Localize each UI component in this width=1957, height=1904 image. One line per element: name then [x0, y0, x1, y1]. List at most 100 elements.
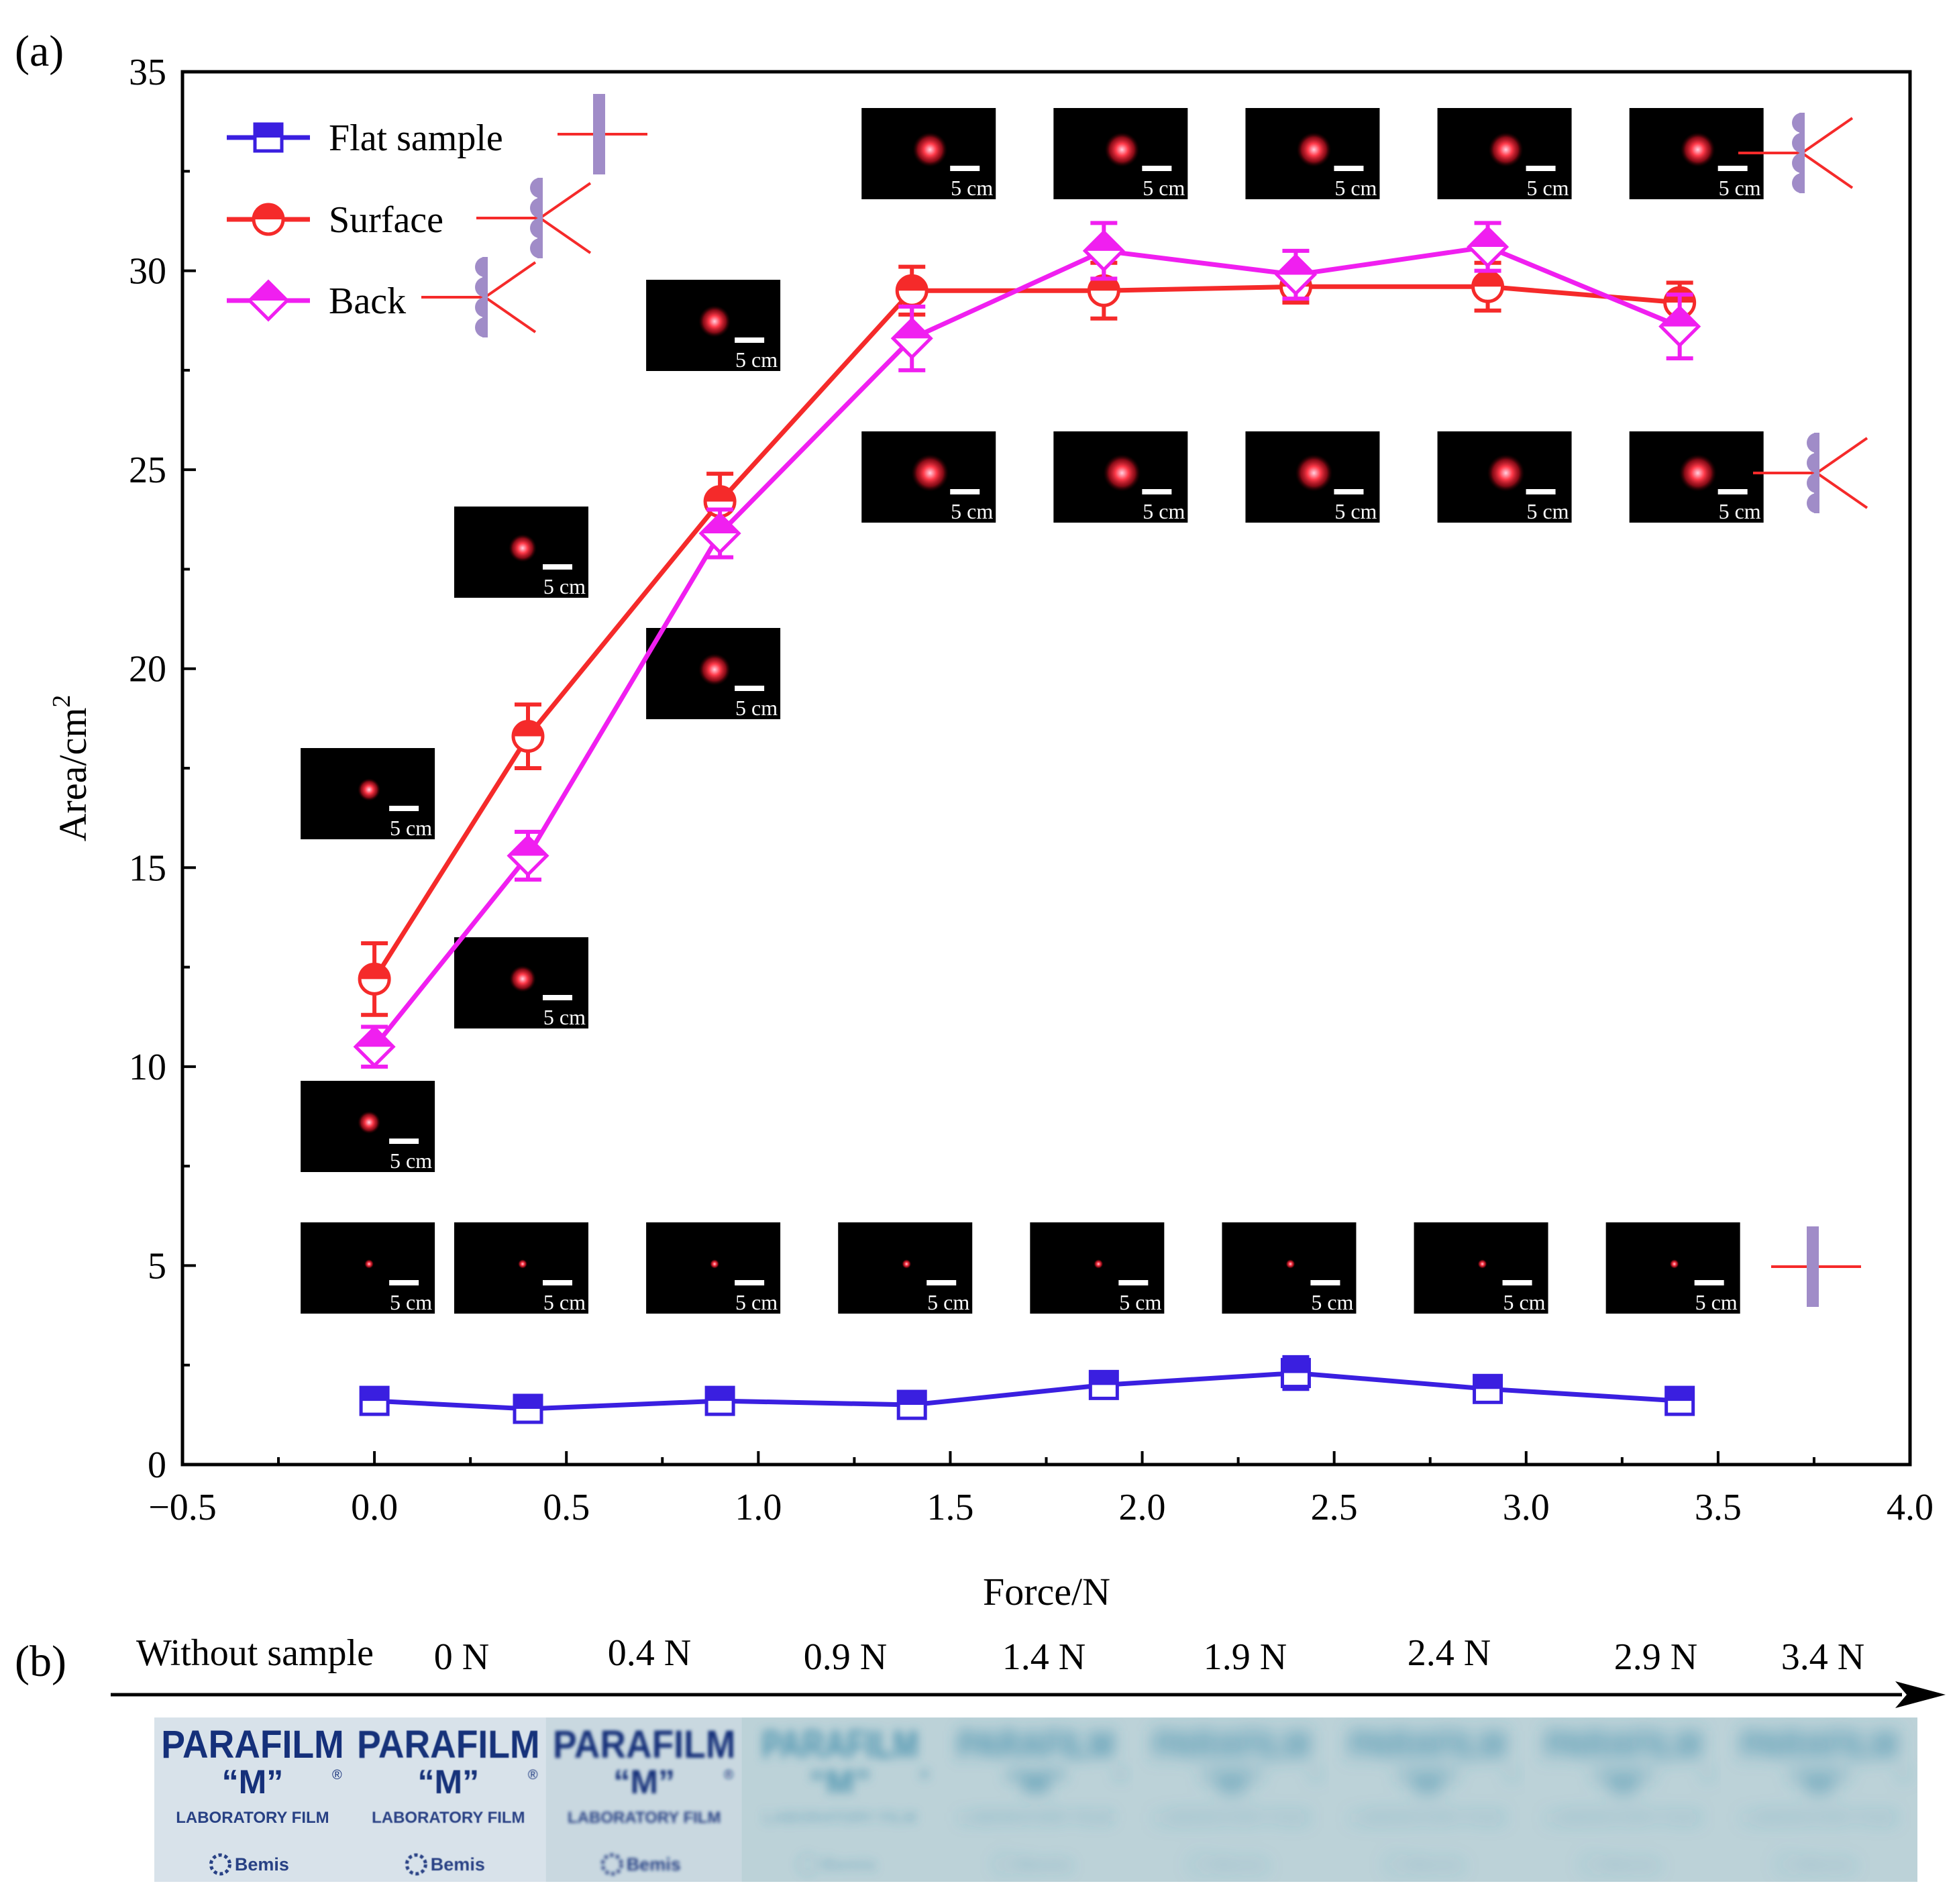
laser-spot	[1285, 1259, 1295, 1269]
spot-image-flat: 5 cm	[1414, 1222, 1548, 1314]
marker-fill	[701, 515, 739, 534]
data-point-flat	[359, 1385, 390, 1416]
legend-marker-surface	[252, 203, 285, 236]
laser-spot	[1295, 454, 1333, 492]
scale-label: 5 cm	[390, 816, 432, 840]
marker-fill	[509, 837, 547, 856]
force-label: 1.9 N	[1204, 1636, 1287, 1678]
scale-bar	[389, 1280, 419, 1285]
laser-spot	[364, 1259, 374, 1269]
scale-bar	[1118, 1280, 1149, 1285]
data-point-flat	[1280, 1358, 1311, 1389]
film-print: PARAFILM“M” ® LABORATORY FILM Bemis	[761, 1723, 930, 1876]
scale-bar	[1142, 166, 1172, 171]
bemis-logo-icon	[1384, 1853, 1407, 1876]
film-title: PARAFILM	[957, 1723, 1114, 1766]
film-background	[545, 1717, 743, 1882]
scale-bar	[1717, 166, 1748, 171]
data-point-surface	[1471, 270, 1505, 303]
spot-image-flat: 5 cm	[1030, 1222, 1165, 1314]
scale-bar	[543, 564, 572, 570]
film-print: PARAFILM“M” ® LABORATORY FILM Bemis	[1153, 1723, 1321, 1876]
data-point-back	[507, 834, 549, 878]
scale-bar	[1694, 1280, 1724, 1285]
force-label: 1.4 N	[1002, 1636, 1086, 1678]
scale-label: 5 cm	[1143, 499, 1185, 523]
scale-label: 5 cm	[1719, 176, 1761, 200]
laser-spot	[698, 305, 731, 337]
data-point-back	[1658, 305, 1701, 348]
film-background	[1133, 1717, 1330, 1882]
marker-fill	[1282, 1359, 1310, 1373]
data-point-flat	[513, 1393, 543, 1424]
marker-fill	[250, 282, 287, 301]
marker-fill	[255, 124, 282, 138]
bemis-logo-icon	[796, 1853, 819, 1876]
scale-bar	[735, 1280, 765, 1285]
film-brand: Bemis	[1018, 1854, 1072, 1874]
laser-spot	[912, 132, 948, 167]
film-brand: Bemis	[1410, 1854, 1464, 1874]
series-flat	[359, 1355, 1695, 1424]
panel-b-force-labels: Without sample 0 N 0.4 N 0.9 N 1.4 N 1.9 N 2.4…	[136, 1632, 1864, 1678]
film-subtitle: LABORATORY FILM	[176, 1809, 329, 1827]
spot-image-surface-top: 5 cm	[861, 108, 996, 200]
spot-image-back: 5 cm	[646, 628, 781, 720]
data-point-back	[1082, 229, 1125, 272]
sample-bump	[475, 297, 485, 317]
scale-bar	[389, 806, 419, 811]
y-tick-label: 20	[129, 649, 166, 690]
series-back	[353, 221, 1701, 1069]
scale-label: 5 cm	[1503, 1290, 1545, 1314]
film-photo: PARAFILM“M” ® LABORATORY FILM Bemis	[1721, 1717, 1917, 1882]
spot-image-flat: 5 cm	[838, 1222, 973, 1314]
scale-bar	[735, 337, 765, 343]
x-tick-label: 1.0	[735, 1487, 782, 1528]
scale-bar	[1142, 489, 1172, 494]
y-tick-label: 10	[129, 1047, 166, 1088]
spot-image-surface: 5 cm	[301, 748, 435, 840]
film-title: PARAFILM	[357, 1723, 539, 1766]
scale-bar	[950, 166, 980, 171]
film-photo: PARAFILM“M” ® LABORATORY FILM Bemis	[350, 1717, 547, 1882]
spot-image-flat: 5 cm	[1605, 1222, 1740, 1314]
sample-bar	[1807, 1226, 1819, 1307]
scale-label: 5 cm	[1526, 499, 1569, 523]
y-tick-label: 15	[129, 847, 166, 889]
film-brand: Bemis	[1214, 1854, 1268, 1874]
laser-spot	[358, 1111, 381, 1134]
scale-label: 5 cm	[1695, 1290, 1738, 1314]
film-reg: ®	[1899, 1768, 1909, 1783]
data-point-flat	[896, 1389, 927, 1420]
scale-label: 5 cm	[951, 176, 993, 200]
film-m: “M”	[809, 1763, 871, 1801]
scatter-ray	[1815, 437, 1868, 474]
force-label: 0.4 N	[608, 1632, 691, 1674]
laser-spot	[509, 965, 536, 992]
sample-bump	[1792, 133, 1802, 153]
spot-images: 5 cm 5 cm 5 cm 5 cm 5 cm 5 cm 5 cm 5 cm 5 cm 5 cm…	[301, 108, 1764, 1314]
patterned-sample-icon	[1738, 113, 1854, 193]
film-title: PARAFILM	[553, 1723, 735, 1766]
y-axis-label-sup: 2	[48, 695, 76, 708]
film-reg: ®	[920, 1768, 930, 1783]
scale-label: 5 cm	[735, 696, 778, 720]
force-arrow-head	[1895, 1681, 1946, 1708]
spot-image-surface: 5 cm	[646, 280, 781, 372]
sample-bar	[593, 94, 605, 174]
spot-image-back: 5 cm	[454, 937, 588, 1029]
film-brand: Bemis	[1801, 1854, 1856, 1874]
marker-fill	[897, 276, 927, 291]
marker-fill	[1469, 227, 1507, 247]
parafilm-photos: PARAFILM“M” ®LABORATORY FILMBemisPARAFILM…	[154, 1717, 1917, 1882]
patterned-sample-icon	[1753, 433, 1868, 513]
laser-spot	[911, 454, 949, 492]
film-title: PARAFILM	[161, 1723, 343, 1766]
marker-fill	[893, 319, 931, 339]
scale-label: 5 cm	[390, 1149, 432, 1173]
flat-sample-icon	[1771, 1226, 1861, 1307]
film-subtitle: LABORATORY FILM	[1155, 1809, 1308, 1827]
film-m: “M”	[1201, 1763, 1263, 1801]
film-background	[350, 1717, 547, 1882]
